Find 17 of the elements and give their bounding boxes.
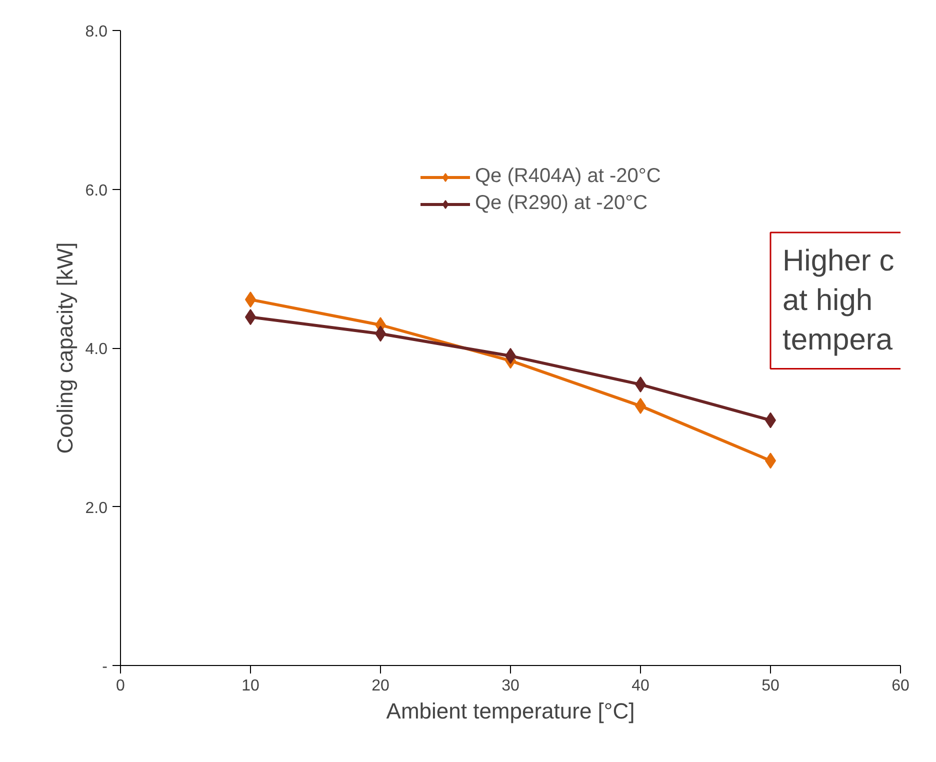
y-tick-label: 2.0 — [85, 500, 108, 517]
x-tick-label: 60 — [892, 678, 910, 694]
y-tick-label: 6.0 — [85, 182, 108, 200]
y-axis-title: Cooling capacity [kW] — [52, 242, 78, 454]
y-tick-label: - — [102, 658, 108, 676]
legend-label: Qe (R404A) at -20°C — [475, 165, 661, 188]
x-tick-label: 40 — [632, 678, 650, 694]
y-tick-label: 4.0 — [85, 341, 108, 358]
legend-label: Qe (R290) at -20°C — [475, 192, 648, 215]
annotation: Higher c at high tempera — [782, 244, 894, 357]
x-tick-label: 30 — [502, 678, 520, 694]
x-tick-label: 20 — [372, 678, 390, 694]
x-axis-title: Ambient temperature [°C] — [386, 698, 635, 724]
x-tick-label: 50 — [762, 678, 780, 694]
y-tick-label: 8.0 — [85, 24, 108, 40]
x-tick-label: 0 — [116, 678, 126, 694]
x-tick-label: 10 — [242, 678, 260, 694]
